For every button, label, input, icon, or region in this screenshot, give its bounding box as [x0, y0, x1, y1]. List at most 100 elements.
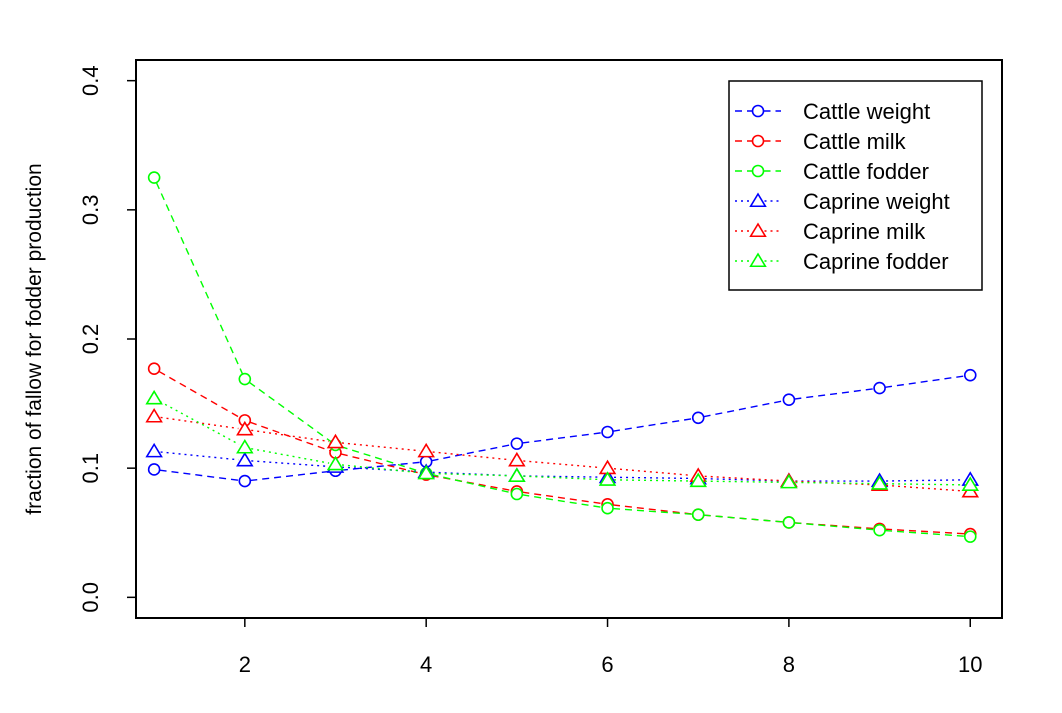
data-point: [963, 530, 977, 543]
data-point: [870, 475, 889, 490]
x-tick-label: 4: [420, 652, 432, 677]
series-line-segment: [704, 475, 783, 482]
series-line-segment: [885, 529, 965, 537]
data-point: [145, 389, 163, 405]
legend-label: Cattle milk: [803, 129, 907, 154]
series-layer: [145, 171, 980, 543]
series-line-segment: [432, 471, 511, 477]
data-point: [961, 476, 980, 492]
series-line-segment: [612, 417, 693, 432]
series-line-segment: [522, 494, 603, 509]
legend-label: Cattle weight: [803, 99, 930, 124]
data-point: [691, 411, 705, 425]
series-line-segment: [341, 464, 420, 474]
series-cattle-weight: [147, 368, 977, 488]
data-point: [873, 381, 886, 395]
legend-marker: [749, 192, 767, 208]
data-point: [601, 425, 614, 439]
series-line-segment: [158, 370, 241, 419]
series-line-segment: [340, 461, 421, 471]
series-line-segment: [795, 480, 874, 486]
series-line-segment: [703, 514, 784, 523]
legend-marker: [751, 164, 765, 178]
data-point: [508, 451, 526, 467]
x-tick-label: 6: [601, 652, 613, 677]
x-tick-label: 2: [239, 652, 251, 677]
data-point: [508, 467, 526, 482]
y-tick-label: 0.2: [78, 324, 103, 355]
legend-item-cattle-fodder: Cattle fodder: [735, 159, 929, 184]
legend-item-cattle-weight: Cattle weight: [735, 99, 930, 124]
series-line-segment: [248, 381, 332, 443]
y-axis-title: fraction of fallow for fodder production: [23, 163, 46, 514]
series-caprine-fodder: [145, 389, 980, 492]
series-line-segment: [886, 479, 964, 482]
x-axis: 2 4 6 8 10: [239, 618, 983, 677]
series-line-segment: [886, 484, 964, 492]
legend-label: Caprine milk: [803, 219, 926, 244]
series-line-segment: [340, 445, 422, 473]
series-line-segment: [614, 476, 692, 480]
data-point: [782, 516, 796, 529]
series-line-segment: [341, 466, 420, 473]
series-line-segment: [159, 400, 240, 446]
legend-item-caprine-milk: Caprine milk: [735, 219, 926, 244]
legend-marker: [751, 134, 765, 148]
data-point: [510, 487, 524, 501]
data-point: [598, 471, 617, 486]
data-point: [782, 393, 796, 407]
series-line-segment: [523, 475, 602, 481]
data-point: [145, 442, 163, 458]
series-line-segment: [613, 468, 692, 477]
data-point: [147, 171, 161, 184]
data-point: [873, 523, 886, 537]
series-caprine-milk: [145, 407, 980, 498]
series-line-segment: [612, 507, 693, 515]
series-line-segment: [885, 528, 965, 535]
series-line-segment: [432, 472, 511, 477]
series-line-segment: [703, 400, 784, 418]
legend-marker: [749, 222, 767, 238]
data-point: [236, 451, 254, 467]
series-line-segment: [431, 473, 512, 494]
series-line-segment: [884, 375, 965, 389]
data-point: [963, 368, 977, 382]
series-line-segment: [704, 477, 783, 482]
data-point: [417, 464, 435, 480]
legend-item-caprine-weight: Caprine weight: [735, 189, 950, 214]
series-line-segment: [250, 470, 331, 482]
data-point: [147, 463, 161, 476]
y-axis: 0.0 0.1 0.2 0.3 0.4: [78, 65, 136, 613]
data-point: [601, 501, 614, 515]
series-line-segment: [341, 442, 420, 452]
data-point: [689, 472, 707, 488]
series-line-segment: [160, 451, 239, 461]
data-point: [236, 438, 254, 454]
x-tick-label: 10: [958, 652, 982, 677]
data-point: [417, 442, 435, 458]
y-tick-label: 0.3: [78, 195, 103, 226]
data-point: [326, 455, 345, 471]
series-line-segment: [340, 453, 421, 475]
series-line-segment: [794, 522, 875, 531]
series-line-segment: [251, 460, 330, 468]
series-line-segment: [523, 460, 602, 469]
series-line-segment: [522, 432, 603, 444]
data-point: [236, 420, 254, 436]
x-tick-label: 8: [783, 652, 795, 677]
series-line-segment: [886, 483, 964, 486]
series-line-segment: [432, 451, 511, 461]
legend-label: Cattle fodder: [803, 159, 929, 184]
series-line-segment: [795, 481, 874, 485]
data-point: [238, 372, 252, 386]
series-line-segment: [794, 388, 875, 400]
legend-label: Caprine weight: [803, 189, 950, 214]
series-cattle-milk: [147, 362, 977, 541]
series-caprine-weight: [145, 442, 980, 488]
legend: Cattle weight Cattle milk Cattle fodder Cap…: [728, 80, 983, 291]
series-line-segment: [614, 479, 692, 482]
legend-box: [728, 80, 983, 291]
legend-item-cattle-milk: Cattle milk: [735, 129, 907, 154]
